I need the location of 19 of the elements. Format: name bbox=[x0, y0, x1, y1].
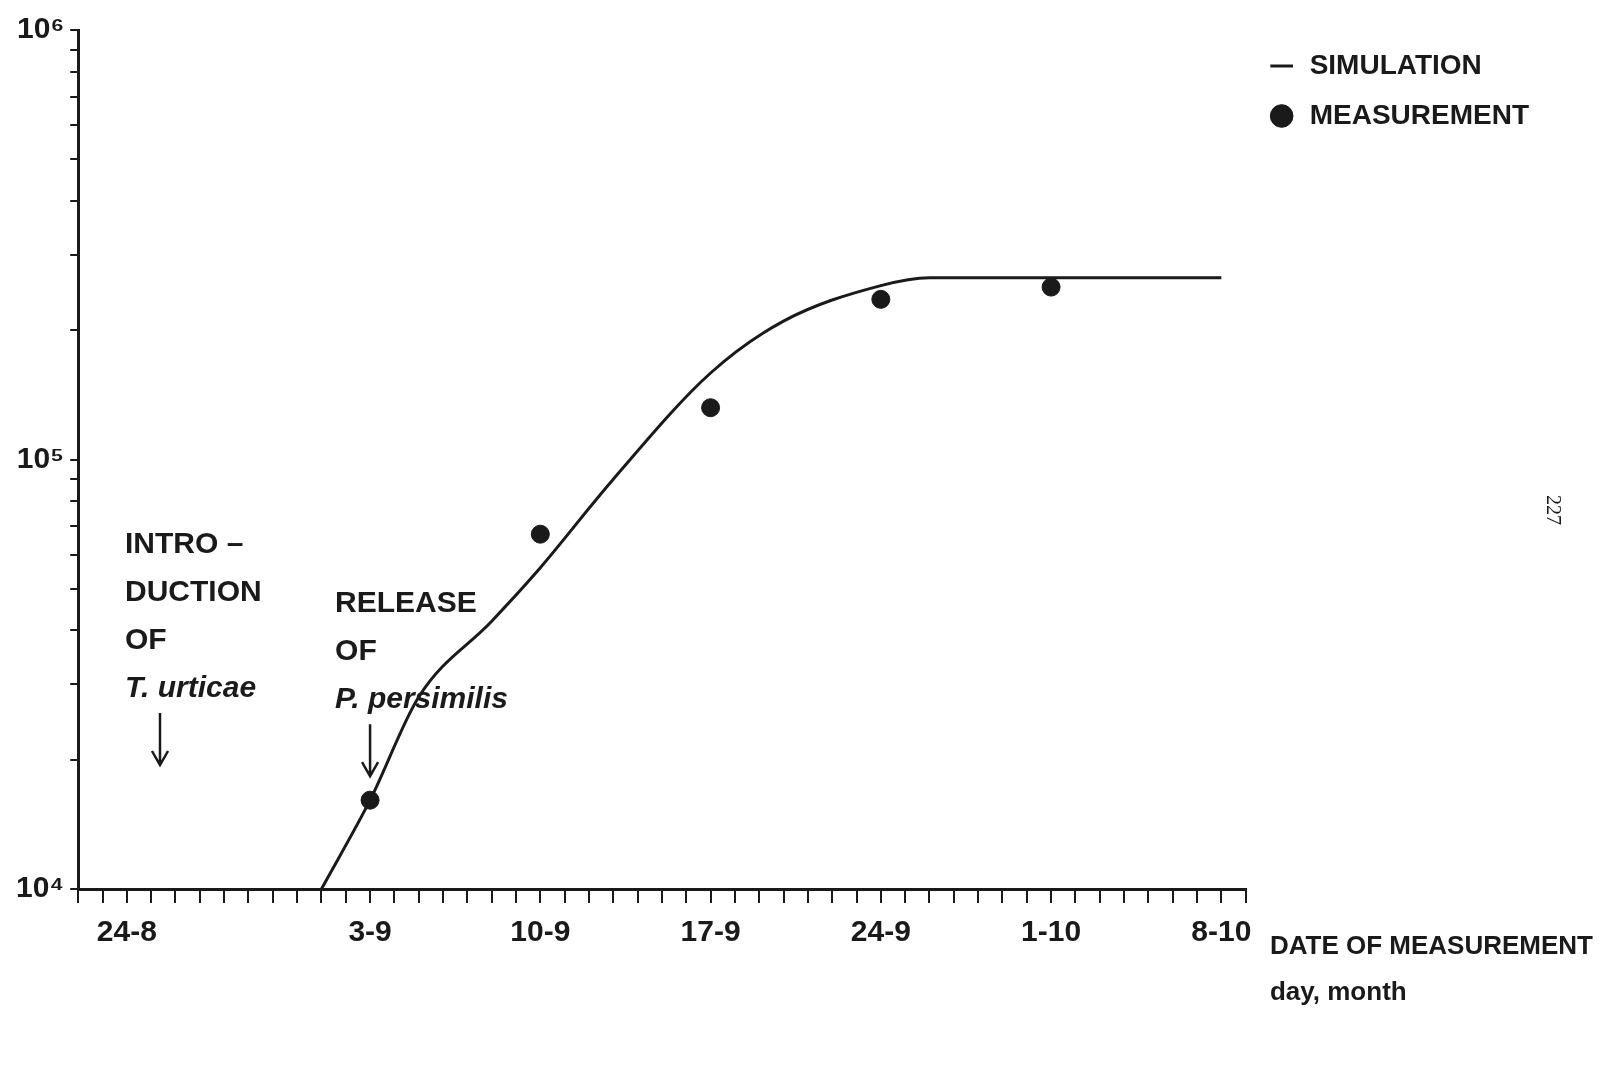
x-tick-label: 10-9 bbox=[510, 914, 571, 948]
x-tick-label: 3-9 bbox=[348, 914, 392, 948]
y-tick-label: 10⁴ bbox=[15, 870, 65, 904]
point bbox=[1041, 277, 1061, 297]
x-tick-label: 24-8 bbox=[96, 914, 157, 948]
legend-label: MEASUREMENT bbox=[1309, 98, 1530, 130]
x-tick-label: 1-10 bbox=[1021, 914, 1082, 948]
y-tick-label: 10⁵ bbox=[16, 440, 65, 474]
annotation: INTRO – DUCTION OF T. urticae bbox=[125, 526, 262, 703]
point bbox=[530, 524, 550, 544]
x-tick-label: 8-10 bbox=[1191, 914, 1252, 948]
legend-label: SIMULATION bbox=[1309, 48, 1482, 80]
point bbox=[701, 398, 721, 418]
y-tick-label: 10⁶ bbox=[17, 11, 65, 45]
x-axis-title: DATE OF MEASUREMENT day, month bbox=[1269, 930, 1594, 1007]
x-tick-label: 24-9 bbox=[850, 914, 911, 948]
text: 227 bbox=[1542, 495, 1565, 525]
point bbox=[871, 289, 891, 309]
x-tick-label: 17-9 bbox=[680, 914, 741, 948]
